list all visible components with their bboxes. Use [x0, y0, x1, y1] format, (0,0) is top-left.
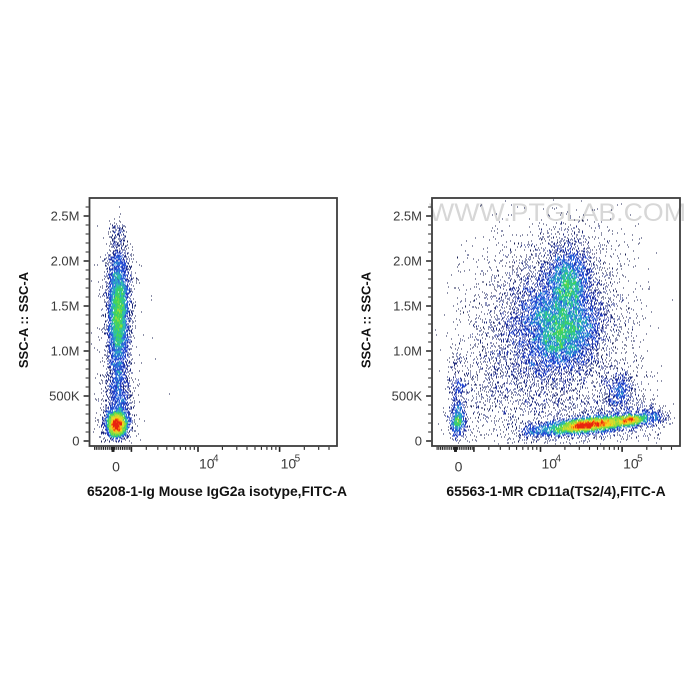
svg-text:1.0M: 1.0M: [393, 344, 422, 359]
svg-text:500K: 500K: [392, 389, 423, 404]
svg-text:2.0M: 2.0M: [393, 254, 422, 269]
svg-text:0: 0: [455, 459, 463, 475]
svg-text:0: 0: [72, 434, 79, 449]
svg-text:0: 0: [415, 434, 422, 449]
svg-text:65208-1-Ig Mouse IgG2a isotype: 65208-1-Ig Mouse IgG2a isotype,FITC-A: [87, 483, 347, 499]
svg-text:1.5M: 1.5M: [51, 299, 80, 314]
svg-text:5: 5: [637, 454, 643, 465]
svg-text:5: 5: [295, 454, 301, 465]
svg-text:2.5M: 2.5M: [393, 209, 422, 224]
svg-text:4: 4: [213, 454, 219, 465]
svg-text:10: 10: [541, 456, 557, 472]
svg-text:1.0M: 1.0M: [51, 344, 80, 359]
svg-text:SSC-A :: SSC-A: SSC-A :: SSC-A: [359, 271, 374, 368]
svg-text:0: 0: [112, 459, 120, 475]
svg-text:10: 10: [623, 456, 639, 472]
svg-text:2.0M: 2.0M: [51, 254, 80, 269]
svg-text:10: 10: [199, 456, 215, 472]
svg-text:500K: 500K: [49, 389, 80, 404]
svg-text:WWW.PTGLAB.COM: WWW.PTGLAB.COM: [429, 199, 686, 227]
svg-text:1.5M: 1.5M: [393, 299, 422, 314]
svg-text:2.5M: 2.5M: [51, 209, 80, 224]
svg-text:SSC-A :: SSC-A: SSC-A :: SSC-A: [16, 271, 31, 368]
svg-text:10: 10: [281, 456, 297, 472]
svg-text:65563-1-MR CD11a(TS2/4),FITC-A: 65563-1-MR CD11a(TS2/4),FITC-A: [446, 483, 665, 499]
svg-text:4: 4: [555, 454, 561, 465]
